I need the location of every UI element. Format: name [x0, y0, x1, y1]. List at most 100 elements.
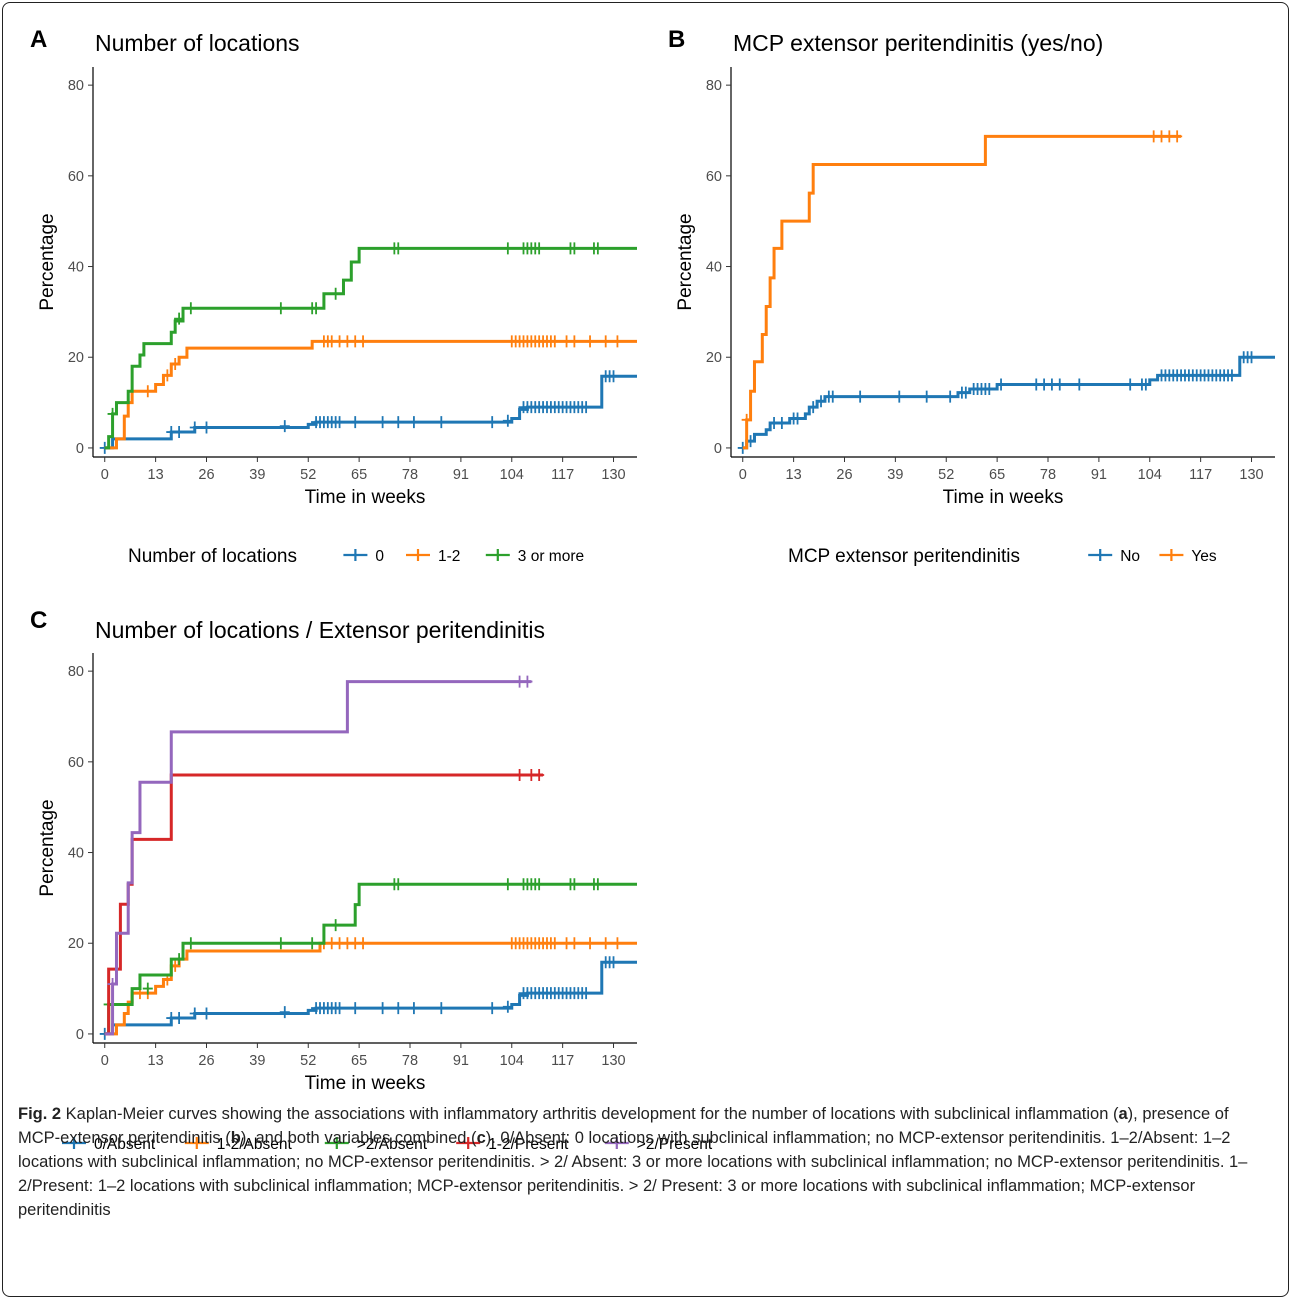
legend-key-1-2: [406, 549, 430, 561]
x-tick-label: 26: [198, 467, 214, 483]
censor-mark: [502, 242, 513, 255]
censor-mark: [189, 421, 200, 434]
caption-segment: ), presence of MCP-extensor peritendinit…: [18, 1105, 1229, 1147]
series-line-3 or more: [104, 246, 637, 450]
censor-mark: [174, 1012, 185, 1025]
series-line-No: [742, 355, 1275, 450]
censor-mark: [350, 1002, 361, 1015]
censor-mark: [534, 878, 545, 891]
censor-mark: [1140, 378, 1151, 391]
legend: 0/Absent 1-2/Absent >2/Absent 1-2/Present >2…: [62, 1136, 713, 1153]
x-tick-label: 39: [249, 467, 265, 483]
x-tick-label: 26: [198, 1053, 214, 1069]
censor-mark: [107, 407, 118, 420]
panel-c: C Number of locations / Extensor peritend…: [30, 607, 713, 1153]
x-tick-label: 65: [989, 467, 1005, 483]
x-tick-label: 0: [101, 467, 109, 483]
censor-mark: [827, 390, 838, 403]
series-line-1-2/Absent: [104, 941, 637, 1036]
x-tick-label: 78: [1040, 467, 1056, 483]
caption-segment: ), and both variables combined (: [240, 1129, 477, 1147]
censor-mark: [502, 1000, 513, 1013]
censor-mark: [585, 937, 596, 950]
censor-mark: [1074, 378, 1085, 391]
censor-mark: [201, 421, 212, 434]
series-line-0: [104, 374, 637, 450]
legend-label: 1-2: [438, 548, 460, 565]
censor-mark: [600, 937, 611, 950]
chart-title: Number of locations / Extensor peritendi…: [95, 617, 545, 643]
x-tick-label: 0: [739, 467, 747, 483]
y-tick-label: 0: [714, 441, 722, 457]
censor-mark: [170, 358, 181, 371]
censor-mark: [502, 878, 513, 891]
caption-fig-label: Fig. 2: [18, 1105, 62, 1123]
censor-mark: [330, 287, 341, 300]
legend-label: No: [1120, 548, 1140, 565]
y-tick-label: 20: [68, 350, 84, 366]
censor-mark: [921, 390, 932, 403]
caption-segment: ). 0/Absent: 0 locations with subclinica…: [18, 1129, 1248, 1219]
censor-mark: [358, 937, 369, 950]
legend-key-No: [1088, 549, 1113, 561]
censor-mark: [569, 937, 580, 950]
y-tick-label: 60: [68, 755, 84, 771]
chart-title: MCP extensor peritendinitis (yes/no): [733, 30, 1103, 56]
x-tick-label: 104: [500, 1053, 524, 1069]
censor-mark: [592, 878, 603, 891]
censor-mark: [1054, 378, 1065, 391]
y-axis-label: Percentage: [37, 213, 58, 310]
x-tick-label: 52: [300, 1053, 316, 1069]
censor-mark: [984, 382, 995, 395]
censor-mark: [581, 987, 592, 1000]
y-tick-label: 80: [68, 78, 84, 94]
x-tick-label: 91: [453, 1053, 469, 1069]
censor-mark: [741, 413, 752, 426]
x-tick-label: 13: [148, 1053, 164, 1069]
censor-mark: [436, 1002, 447, 1015]
censor-mark: [549, 937, 560, 950]
censor-mark: [330, 919, 341, 932]
censor-mark: [1172, 130, 1183, 143]
censor-mark: [581, 401, 592, 414]
x-tick-label: 117: [1189, 467, 1212, 483]
censor-mark: [142, 982, 153, 995]
x-tick-label: 78: [402, 1053, 418, 1069]
censor-mark: [855, 390, 866, 403]
censor-mark: [436, 416, 447, 429]
censor-mark: [569, 242, 580, 255]
y-tick-label: 60: [68, 169, 84, 185]
censor-mark: [334, 416, 345, 429]
censor-mark: [334, 1002, 345, 1015]
censor-mark: [808, 401, 819, 414]
series-line->2/Present: [104, 680, 532, 1036]
legend-label: >2/Present: [637, 1136, 713, 1153]
legend-label: 1-2/Absent: [217, 1136, 293, 1153]
censor-mark: [408, 416, 419, 429]
x-tick-label: 78: [402, 467, 418, 483]
legend-key-Yes: [1159, 549, 1184, 561]
censor-mark: [279, 1006, 290, 1019]
legend-key-3 or more: [485, 549, 510, 561]
legend-title: MCP extensor peritendinitis: [788, 546, 1020, 567]
legend-label: 0: [375, 548, 384, 565]
censor-mark: [522, 675, 533, 688]
censor-mark: [600, 335, 611, 348]
censor-mark: [894, 390, 905, 403]
chart-title: Number of locations: [95, 30, 300, 56]
x-tick-label: 91: [1091, 467, 1107, 483]
x-tick-label: 91: [453, 467, 469, 483]
censor-mark: [107, 978, 118, 991]
caption-segment: a: [1118, 1105, 1128, 1123]
legend-title: Number of locations: [128, 546, 297, 567]
censor-mark: [350, 416, 361, 429]
x-tick-label: 117: [551, 467, 574, 483]
legend-key-0: [343, 549, 368, 561]
censor-mark: [569, 878, 580, 891]
y-axis-label: Percentage: [37, 799, 58, 896]
censor-mark: [393, 242, 404, 255]
censor-mark: [185, 302, 196, 315]
x-tick-label: 39: [887, 467, 903, 483]
x-tick-label: 13: [148, 467, 164, 483]
censor-mark: [377, 416, 388, 429]
